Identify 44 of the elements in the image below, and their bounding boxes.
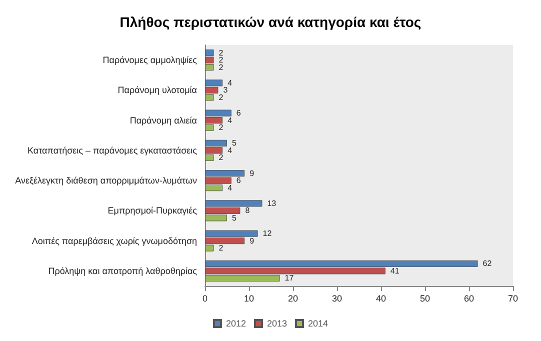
y-tick-label: Παράνομες αμμοληψίες <box>102 55 198 66</box>
x-tick-label: 40 <box>376 294 386 304</box>
data-label: 13 <box>267 198 277 208</box>
data-label: 2 <box>218 153 224 162</box>
x-tick-label: 10 <box>244 294 254 304</box>
data-label: 2 <box>218 244 224 253</box>
chart-title: Πλήθος περιστατικών ανά κατηγορία και έτος <box>120 14 422 30</box>
data-label: 8 <box>245 206 250 216</box>
x-tick-label: 0 <box>202 294 208 304</box>
x-tick-label: 70 <box>508 294 518 304</box>
x-tick-label: 30 <box>332 294 342 304</box>
data-label: 6 <box>236 108 242 118</box>
y-tick-label: Παράνομη αλιεία <box>130 115 197 126</box>
data-label: 17 <box>284 274 294 283</box>
data-label: 9 <box>250 168 255 178</box>
legend-label: 2013 <box>266 318 288 328</box>
data-label: 2 <box>218 48 224 58</box>
y-tick-label: Εμπρησμοί-Πυρκαγιές <box>108 206 198 216</box>
y-tick-label: Πρόληψη και αποτροπή λαθροθηρίας <box>48 266 198 276</box>
x-tick-label: 60 <box>464 294 474 304</box>
y-tick-label: Καταπατήσεις – παράνομες εγκαταστάσεις <box>28 145 198 156</box>
data-label: 41 <box>390 266 400 276</box>
data-label: 4 <box>228 116 233 125</box>
x-tick-label: 20 <box>288 294 298 304</box>
data-label: 62 <box>482 259 492 268</box>
data-label: 5 <box>232 138 237 148</box>
y-tick-label: Λοιπές παρεμβάσεις χωρίς γνωμοδότηση <box>32 236 197 246</box>
data-label: 4 <box>228 146 233 155</box>
data-label: 6 <box>236 176 242 186</box>
data-label: 3 <box>223 86 228 95</box>
data-label: 4 <box>228 183 233 192</box>
data-label: 2 <box>218 123 224 132</box>
x-tick-label: 50 <box>420 294 430 304</box>
data-label: 5 <box>232 213 237 222</box>
data-label: 2 <box>218 92 224 102</box>
legend-label: 2014 <box>308 318 328 328</box>
y-tick-label: Παράνομη υλοτομία <box>118 85 197 96</box>
legend-label: 2012 <box>226 318 246 328</box>
data-label: 2 <box>218 56 224 65</box>
data-label: 4 <box>228 78 233 88</box>
data-label: 12 <box>262 229 272 238</box>
data-label: 2 <box>218 62 224 72</box>
data-label: 9 <box>250 236 255 246</box>
y-tick-label: Ανεξέλεγκτη διάθεση απορριμμάτων-λυμάτων <box>15 176 198 186</box>
